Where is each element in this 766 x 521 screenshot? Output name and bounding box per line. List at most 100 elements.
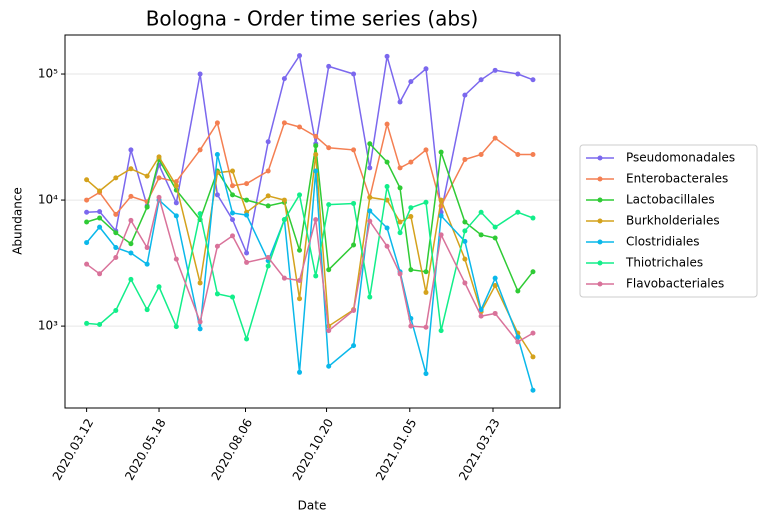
series-point [326,328,332,334]
series-point [197,326,203,332]
series-point [97,209,103,215]
series-point [144,173,150,179]
series-point [408,79,414,85]
series-point [462,280,468,286]
series-point [230,183,236,189]
series-point [230,217,236,223]
series-point [173,183,179,189]
series-point [173,213,179,219]
series-point [197,71,203,77]
x-tick-label: 2021.01.05 [373,416,419,483]
series-point [478,151,484,157]
legend-marker [597,218,603,224]
legend-marker [597,155,603,161]
series-point [173,256,179,262]
series-point [113,255,119,261]
legend-marker [597,239,603,245]
series-point [84,177,90,183]
series-point [530,151,536,157]
series-point [492,282,498,288]
series-point [492,310,498,316]
series-line [86,120,533,216]
series-point [423,371,429,377]
series-point [351,147,357,153]
y-tick-label: 10³ [38,319,58,333]
series-point [423,324,429,330]
series-point [408,214,414,220]
series-point [265,139,271,145]
legend-marker [597,260,603,266]
y-tick-label: 10⁴ [38,193,58,207]
series-point [128,250,134,256]
series-point [214,291,220,297]
y-tick-label: 10⁵ [38,67,58,81]
series-point [423,147,429,153]
series-point [144,204,150,210]
series-point [384,159,390,165]
series-point [97,188,103,194]
series-point [128,147,134,153]
series-point [492,275,498,281]
series-point [438,149,444,155]
series-point [408,323,414,329]
series-point [156,154,162,160]
series-point [438,197,444,203]
series-point [515,151,521,157]
series-point [281,275,287,281]
series-point [462,156,468,162]
series-point [408,267,414,273]
series-point [297,296,303,302]
legend-label: Enterobacterales [626,172,728,186]
series-point [297,192,303,198]
series-point [128,217,134,223]
series-point [313,217,319,223]
series-point [515,288,521,294]
series-point [478,209,484,215]
series-point [230,168,236,174]
series-point [97,271,103,277]
legend-label: Lactobacillales [626,193,715,207]
series-point [313,273,319,279]
series-point [297,369,303,375]
series-point [530,77,536,83]
series-point [197,280,203,286]
series-point [84,197,90,203]
series-point [297,124,303,130]
series-point [128,241,134,247]
plot-frame [64,34,561,409]
series-point [244,212,250,218]
series-point [113,175,119,181]
series-line [86,154,534,391]
series-point [173,324,179,330]
series-point [438,213,444,219]
series-point [351,343,357,349]
series-point [530,215,536,221]
series-point [281,217,287,223]
series-point [313,143,319,149]
legend-label: Pseudomonadales [626,151,735,165]
series-point [351,242,357,248]
series-point [326,63,332,69]
series-point [281,197,287,203]
series-point [144,307,150,313]
series-point [144,245,150,251]
series-point [397,230,403,236]
series-point [214,243,220,249]
series-point [423,269,429,275]
series-line [86,194,534,343]
series-point [97,224,103,230]
series-point [84,320,90,326]
series-point [230,210,236,216]
x-axis-label: Date [298,499,327,513]
series-point [197,211,203,217]
series-point [462,219,468,225]
x-tick-label: 2021.03.23 [456,416,502,483]
series-point [113,211,119,217]
series-line [86,142,534,293]
legend-marker [597,281,603,287]
legend-label: Thiotrichales [625,256,703,270]
series-point [156,194,162,200]
series-point [367,141,373,147]
series-point [156,175,162,181]
